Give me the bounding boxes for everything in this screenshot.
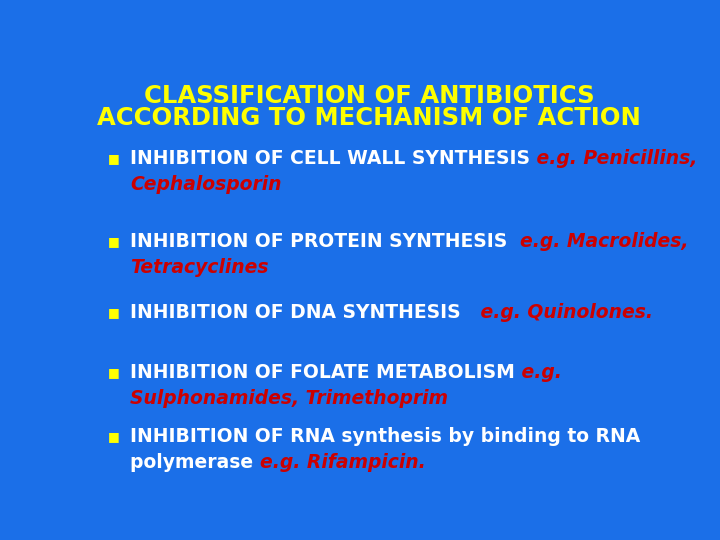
Text: Cephalosporin: Cephalosporin xyxy=(130,174,282,194)
Text: ■: ■ xyxy=(107,366,120,379)
Text: INHIBITION OF FOLATE METABOLISM: INHIBITION OF FOLATE METABOLISM xyxy=(130,363,515,382)
Text: e.g. Penicillins,: e.g. Penicillins, xyxy=(530,149,698,168)
Text: polymerase: polymerase xyxy=(130,453,260,472)
Text: ■: ■ xyxy=(107,306,120,319)
Text: ■: ■ xyxy=(107,152,120,165)
Text: INHIBITION OF DNA SYNTHESIS: INHIBITION OF DNA SYNTHESIS xyxy=(130,303,461,322)
Text: ■: ■ xyxy=(107,235,120,248)
Text: Sulphonamides, Trimethoprim: Sulphonamides, Trimethoprim xyxy=(130,389,448,408)
Text: ACCORDING TO MECHANISM OF ACTION: ACCORDING TO MECHANISM OF ACTION xyxy=(97,106,641,130)
Text: INHIBITION OF PROTEIN SYNTHESIS: INHIBITION OF PROTEIN SYNTHESIS xyxy=(130,232,508,251)
Text: INHIBITION OF RNA synthesis by binding to RNA: INHIBITION OF RNA synthesis by binding t… xyxy=(130,428,640,447)
Text: ■: ■ xyxy=(107,430,120,443)
Text: INHIBITION OF CELL WALL SYNTHESIS: INHIBITION OF CELL WALL SYNTHESIS xyxy=(130,149,530,168)
Text: e.g. Rifampicin.: e.g. Rifampicin. xyxy=(260,453,426,472)
Text: e.g. Macrolides,: e.g. Macrolides, xyxy=(508,232,689,251)
Text: e.g. Quinolones.: e.g. Quinolones. xyxy=(461,303,653,322)
Text: e.g.: e.g. xyxy=(515,363,562,382)
Text: Tetracyclines: Tetracyclines xyxy=(130,258,269,277)
Text: CLASSIFICATION OF ANTIBIOTICS: CLASSIFICATION OF ANTIBIOTICS xyxy=(144,84,594,108)
